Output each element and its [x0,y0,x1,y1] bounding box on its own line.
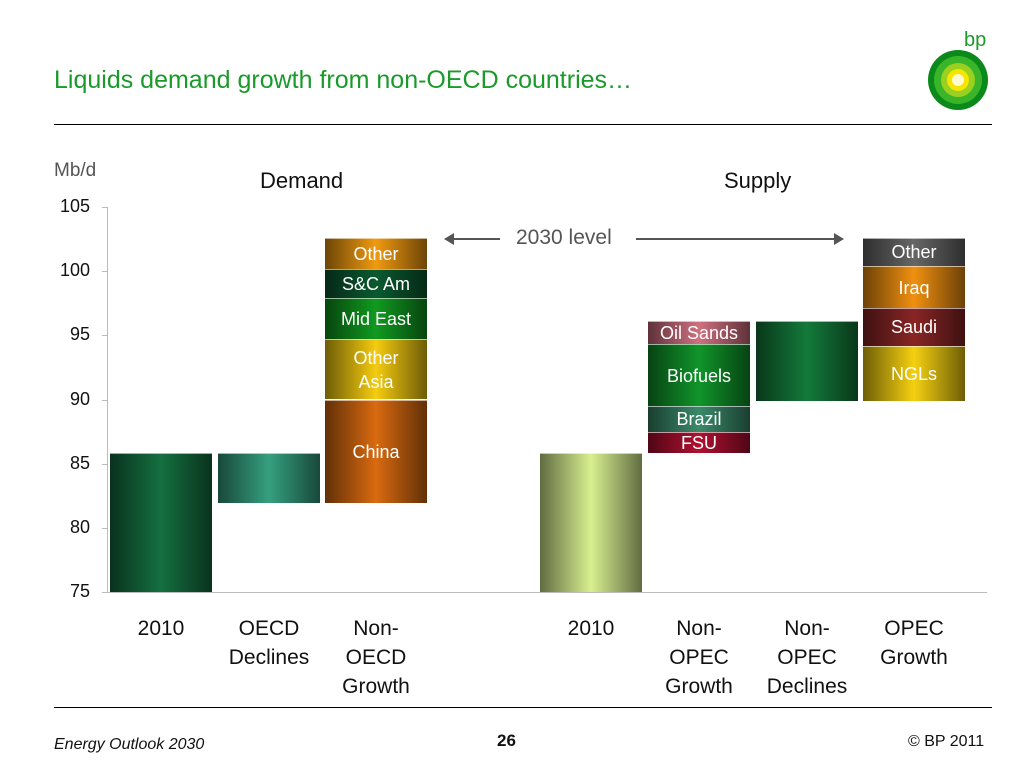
arrow-right [636,238,836,240]
bar-segment-other-asia: Other Asia [325,339,427,400]
arrow-left [450,238,500,240]
x-category-label: OPEC Growth [880,617,948,669]
page-number: 26 [497,731,516,750]
svg-text:bp: bp [964,29,986,51]
y-tick-mark [102,335,107,337]
x-axis [107,592,987,593]
footer-divider [54,707,992,708]
y-tick-label: 90 [69,388,90,409]
bar-segment [218,453,320,504]
group-title-supply: Supply [724,168,792,193]
bar-segment [540,453,642,592]
bar-segment-iraq: Iraq [863,266,965,309]
page-title: Liquids demand growth from non-OECD coun… [54,66,633,94]
y-tick-mark [102,592,107,593]
bar-segment-ngls: NGLs [863,345,965,401]
bar-segment-oil-sands: Oil Sands [648,321,750,345]
y-tick-label: 85 [69,452,90,473]
bar-segment-other: Other [325,237,427,269]
y-tick-label: 75 [69,581,90,601]
bar-segment [110,453,212,592]
y-tick-mark [102,207,107,208]
x-category-label: Non- OPEC Growth [665,617,733,698]
x-category-label: OECD Declines [228,617,310,669]
bar-segment-biofuels: Biofuels [648,344,750,406]
y-axis-unit: Mb/d [54,160,97,181]
y-tick-mark [102,271,107,273]
bar-segment [756,321,858,401]
bar-segment-mid-east: Mid East [325,298,427,340]
arrow-right-head-icon [834,233,844,245]
bp-logo: bp [928,29,988,110]
x-category-label: 2010 [137,617,185,640]
y-tick-mark [102,399,107,401]
x-category-label: Non- OPEC Declines [766,617,848,698]
group-title-demand: Demand [260,168,344,193]
y-tick-mark [102,463,107,465]
bar-segment-brazil: Brazil [648,405,750,432]
arrow-left-head-icon [444,233,454,245]
annotation-2030-level: 2030 level [516,226,612,249]
bar-segment-other: Other [863,237,965,267]
bar-segment-china: China [325,399,427,504]
x-category-label: Non- OECD Growth [342,617,410,698]
y-tick-label: 105 [59,196,90,216]
y-tick-label: 80 [69,516,90,537]
bar-segment-s-c-am: S&C Am [325,268,427,299]
bar-segment-saudi: Saudi [863,308,965,346]
footer-title: Energy Outlook 2030 [54,736,205,753]
y-tick-label: 100 [59,260,90,281]
x-category-label: 2010 [567,617,615,640]
copyright: © BP 2011 [908,733,985,750]
header-divider [54,124,992,125]
bar-segment-fsu: FSU [648,431,750,454]
y-tick-label: 95 [69,324,90,345]
y-axis [107,207,108,592]
y-tick-mark [102,527,107,529]
